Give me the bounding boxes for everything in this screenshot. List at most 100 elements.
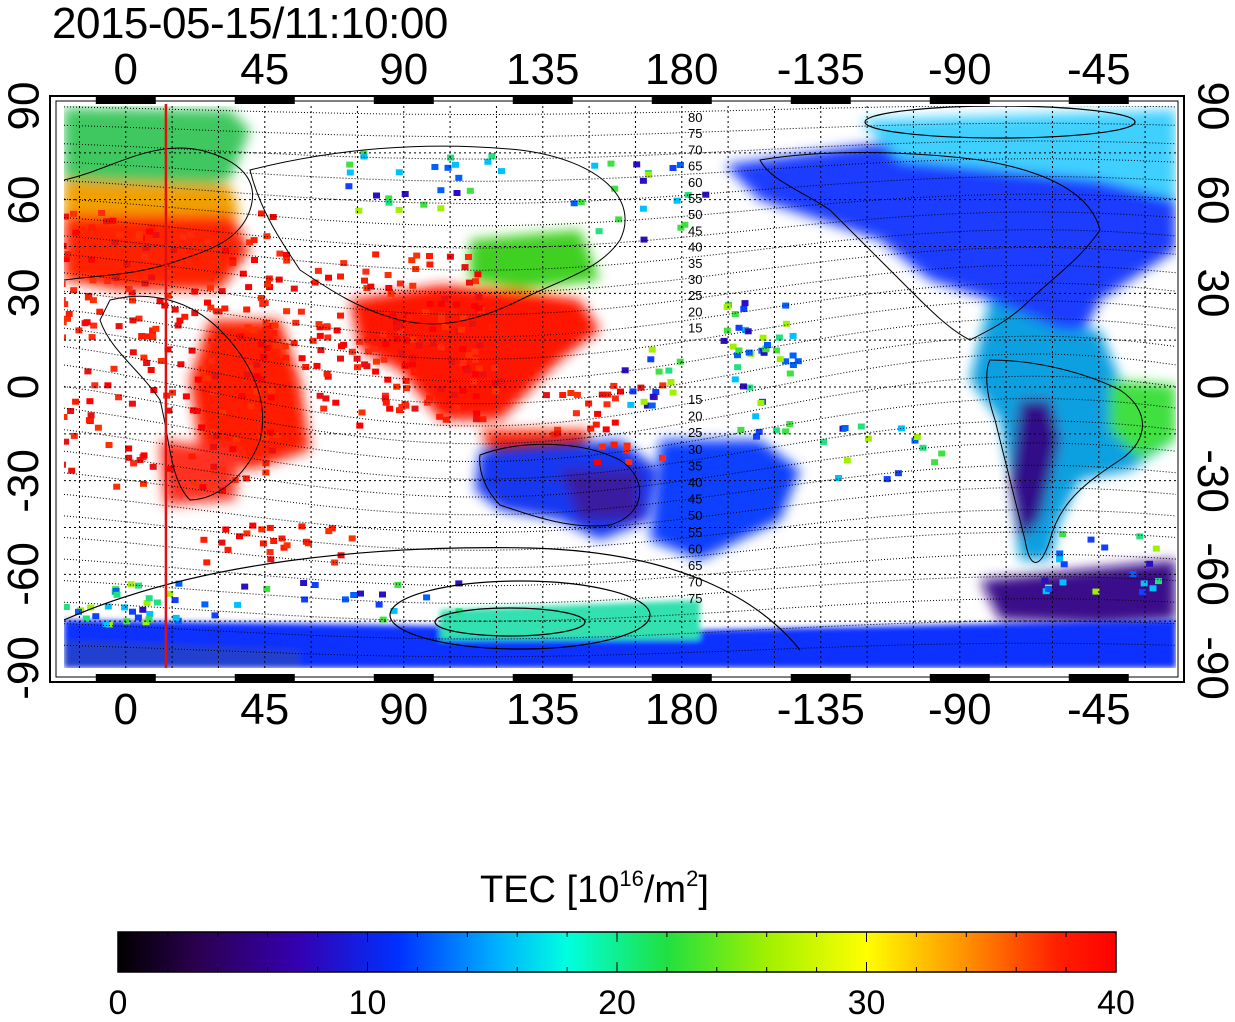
magnetic-contour-line xyxy=(64,531,1176,569)
tec-data-point xyxy=(271,322,279,329)
tec-data-field xyxy=(64,108,1176,668)
tec-data-point xyxy=(452,161,459,168)
tec-data-point xyxy=(251,257,258,263)
top-lon-tick-5: -135 xyxy=(776,45,865,94)
tec-data-point xyxy=(129,317,137,324)
tec-data-point xyxy=(415,342,423,349)
right-lat-tick-3: 0 xyxy=(1188,374,1235,400)
tec-data-point xyxy=(113,483,121,490)
tec-data-point xyxy=(752,413,760,420)
tec-data-point xyxy=(245,284,253,291)
colorbar-tick-marks xyxy=(117,932,1117,972)
tec-data-point xyxy=(659,382,667,389)
tec-data-point xyxy=(166,590,174,597)
magnetic-contour-line xyxy=(64,211,1176,249)
tec-data-point xyxy=(423,594,431,601)
tec-data-point xyxy=(603,401,611,408)
tec-data-point xyxy=(648,402,656,409)
contour-label-north-7: 45 xyxy=(688,223,702,238)
tec-data-point xyxy=(639,177,647,184)
tec-data-point xyxy=(253,373,261,380)
tec-data-point xyxy=(498,168,505,175)
tec-data-point xyxy=(325,274,332,281)
tec-data-point xyxy=(170,246,178,253)
tec-data-point xyxy=(789,352,797,359)
tec-data-point xyxy=(273,432,281,439)
colorbar-tick-label-4: 40 xyxy=(1097,984,1135,1022)
tec-data-point xyxy=(820,438,828,445)
map-inner-frame xyxy=(55,100,1179,678)
tec-data-point xyxy=(181,313,189,320)
contour-label-north-1: 75 xyxy=(688,126,702,141)
tec-data-point xyxy=(72,398,80,405)
tec-data-point xyxy=(231,477,239,484)
tec-data-point xyxy=(607,160,615,167)
tec-data-point xyxy=(88,334,96,341)
magnetic-contour-line xyxy=(64,620,1176,640)
tec-data-point xyxy=(337,355,344,362)
tec-data-point xyxy=(753,433,760,440)
tec-data-point xyxy=(373,192,380,199)
tec-data-point xyxy=(379,616,387,623)
tec-data-point xyxy=(346,169,354,176)
tec-data-point xyxy=(437,344,445,351)
tec-data-point xyxy=(412,266,420,272)
tec-data-point xyxy=(773,347,780,354)
contour-label-south-5: 40 xyxy=(688,475,702,490)
tec-data-point xyxy=(625,458,633,465)
tec-data-point xyxy=(65,310,73,317)
tec-data-point xyxy=(760,349,768,356)
tec-data-point xyxy=(96,308,104,315)
tec-data-point xyxy=(639,205,647,212)
tec-data-point xyxy=(143,360,151,366)
tec-data-point xyxy=(402,337,410,344)
tec-data-point xyxy=(198,424,206,431)
tec-data-point xyxy=(444,164,452,171)
tec-data-point xyxy=(461,264,469,271)
contour-label-south-8: 55 xyxy=(688,525,702,540)
magnetic-contour-line xyxy=(64,229,1176,271)
frame-tick-bar xyxy=(95,96,156,104)
tec-data-point xyxy=(702,191,710,198)
tec-data-point xyxy=(734,364,742,371)
tec-data-point xyxy=(1149,585,1157,592)
tec-data-point xyxy=(290,340,298,347)
frame-tick-bar xyxy=(929,96,990,104)
tec-data-point xyxy=(623,442,631,449)
tec-data-point xyxy=(637,384,645,391)
tec-data-point xyxy=(424,399,431,406)
tec-data-point xyxy=(241,583,249,590)
tec-data-point xyxy=(676,162,684,168)
tec-data-point xyxy=(247,377,255,384)
tec-data-point xyxy=(82,615,90,622)
tec-data-point xyxy=(145,595,153,602)
tec-data-point xyxy=(431,164,439,170)
tec-data-point xyxy=(198,366,206,373)
tec-data-point xyxy=(423,339,431,346)
tec-data-point xyxy=(864,435,872,442)
tec-scatter-points xyxy=(64,150,1162,628)
bottom-lon-tick-4: 180 xyxy=(645,685,719,734)
tec-data-point xyxy=(314,267,322,274)
tec-data-point xyxy=(465,352,473,358)
tec-data-point xyxy=(266,323,274,330)
tec-data-point xyxy=(611,185,619,192)
tec-data-point xyxy=(395,206,403,213)
tec-data-point xyxy=(406,314,414,321)
tec-data-point xyxy=(309,337,317,344)
tec-data-point xyxy=(210,429,218,436)
tec-data-point xyxy=(741,300,749,307)
tec-data-point xyxy=(357,590,364,597)
tec-data-point xyxy=(402,402,410,409)
tec-data-point xyxy=(242,341,250,348)
tec-data-point xyxy=(453,190,461,196)
tec-data-point xyxy=(408,257,416,264)
tec-data-point xyxy=(270,330,278,337)
tec-data-point xyxy=(598,391,606,398)
right-lat-tick-6: -90 xyxy=(1187,636,1235,700)
tec-data-point xyxy=(426,300,434,307)
tec-data-point xyxy=(268,447,276,454)
tec-data-point xyxy=(242,475,250,482)
tec-data-point xyxy=(246,239,254,246)
colorbar-label-exponent-2: 2 xyxy=(686,866,699,891)
